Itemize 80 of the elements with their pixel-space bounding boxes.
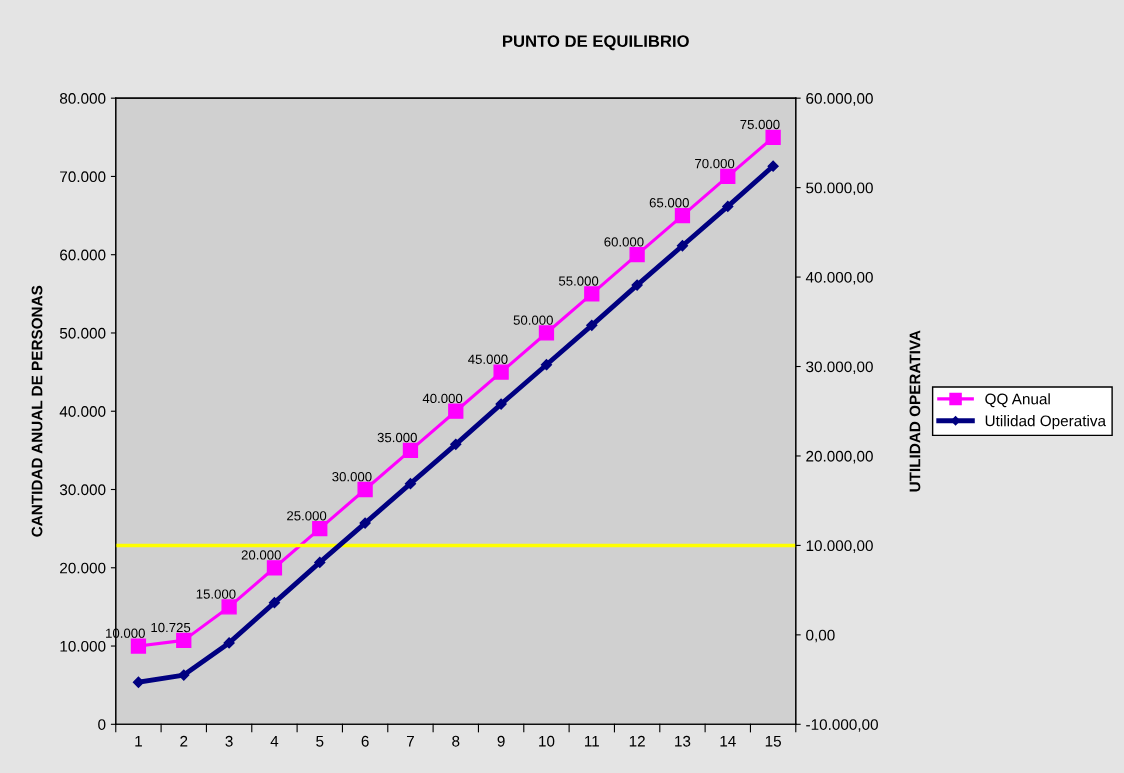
- x-tick-label: 6: [361, 735, 369, 747]
- data-label: 70.000: [695, 158, 735, 169]
- x-tick-label: 10: [539, 735, 555, 747]
- chart-title: PUNTO DE EQUILIBRIO: [502, 35, 689, 51]
- point: [631, 279, 643, 291]
- data-label: 45.000: [468, 354, 508, 364]
- data-label: 55.000: [558, 276, 599, 286]
- y-tick-label: 30.000: [59, 484, 106, 496]
- point: [540, 359, 553, 371]
- point: [450, 438, 462, 450]
- data-label: 25.000: [287, 511, 327, 521]
- point: [765, 129, 781, 145]
- y2-axis-title: UTILIDAD OPERATIVA: [909, 330, 921, 492]
- point: [586, 319, 598, 331]
- y-axis-title: CANTIDAD ANUAL DE PERSONAS: [31, 285, 43, 537]
- y-tick-label: 50.000: [59, 327, 106, 339]
- y-tick-label: 40.000: [59, 406, 106, 417]
- point: [130, 638, 147, 654]
- point: [448, 403, 464, 419]
- y-tick-label: 80.000: [59, 93, 106, 104]
- x-tick-label: 8: [452, 735, 460, 747]
- y2-tick-label: 0,00: [806, 629, 835, 643]
- y-tick-label: 60.000: [60, 249, 106, 261]
- point: [268, 597, 281, 609]
- y-tick-label: 20.000: [60, 562, 106, 574]
- y2-tick-label: 20.000,00: [806, 450, 873, 464]
- point: [221, 599, 237, 615]
- y2-tick-label: 60.000,00: [806, 93, 873, 106]
- y2-tick-label: -10.000,00: [806, 719, 878, 732]
- point: [676, 240, 689, 252]
- y-tick-label: 10.000: [60, 640, 106, 652]
- point: [493, 364, 509, 380]
- x-tick-label: 15: [765, 735, 781, 747]
- y2-tick-label: 10.000,00: [806, 540, 873, 553]
- y2-tick-label: 50.000,00: [806, 182, 873, 196]
- point: [178, 669, 190, 681]
- point: [767, 160, 779, 172]
- point: [722, 200, 734, 213]
- x-tick-label: 3: [225, 735, 233, 747]
- data-label: 65.000: [649, 198, 689, 208]
- legend-label: Utilidad Operativa: [985, 415, 1107, 430]
- point: [584, 286, 600, 302]
- data-label: 10.725: [151, 622, 191, 633]
- legend-label: QQ Anual: [985, 393, 1050, 408]
- point: [674, 207, 691, 224]
- point: [176, 632, 192, 649]
- data-label: 60.000: [604, 237, 644, 247]
- x-tick-label: 9: [497, 735, 505, 747]
- y-tick-label: 70.000: [60, 171, 106, 183]
- point: [404, 478, 417, 490]
- point: [314, 556, 326, 569]
- data-label: 15.000: [196, 589, 236, 599]
- x-tick-label: 4: [270, 735, 279, 747]
- point: [538, 325, 555, 341]
- point: [312, 520, 328, 537]
- x-tick-label: 7: [406, 735, 414, 747]
- point: [402, 442, 419, 459]
- x-tick-label: 12: [629, 735, 645, 747]
- point: [359, 517, 371, 529]
- x-tick-label: 11: [585, 735, 599, 747]
- data-label: 30.000: [332, 472, 372, 482]
- x-tick-label: 1: [135, 735, 142, 747]
- point: [629, 247, 645, 263]
- x-tick-label: 5: [316, 735, 324, 747]
- y2-tick-label: 40.000,00: [805, 271, 873, 285]
- y2-tick-label: 30.000,00: [806, 361, 873, 374]
- point: [266, 560, 283, 576]
- point: [495, 398, 507, 410]
- point: [223, 637, 235, 649]
- data-label: 40.000: [422, 393, 463, 404]
- x-tick-label: 14: [720, 735, 736, 747]
- x-tick-label: 2: [180, 735, 188, 747]
- point: [357, 481, 373, 498]
- data-label: 35.000: [377, 432, 417, 443]
- data-label: 20.000: [241, 550, 281, 560]
- data-label: 50.000: [513, 315, 553, 325]
- y-tick-label: 0: [98, 719, 106, 730]
- x-tick-label: 13: [675, 735, 691, 747]
- data-label: 75.000: [740, 119, 780, 130]
- point: [720, 168, 736, 185]
